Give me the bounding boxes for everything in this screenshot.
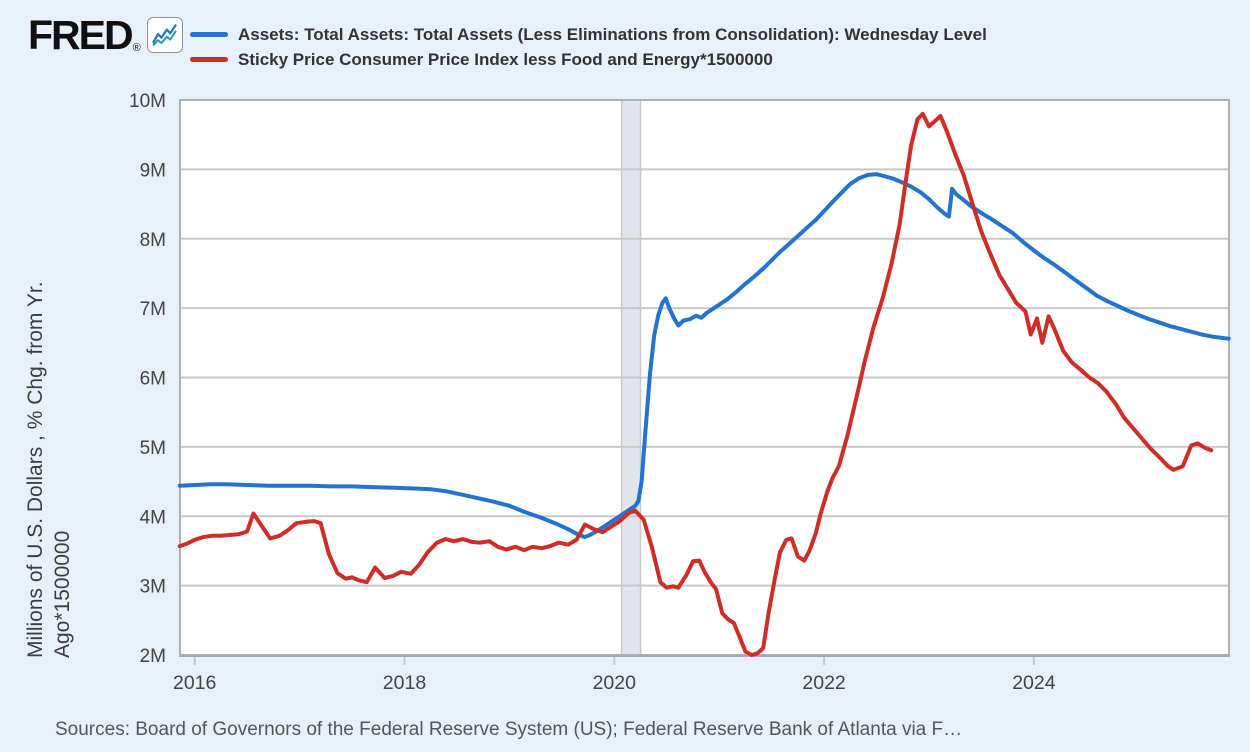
x-tick-label-2020: 2020 bbox=[593, 672, 637, 694]
x-tick-label-2016: 2016 bbox=[173, 672, 216, 694]
fred-line-chart-icon bbox=[146, 17, 183, 53]
y-axis-title-line2: Ago*1500000 bbox=[51, 530, 74, 658]
x-tick-label-2022: 2022 bbox=[802, 672, 845, 694]
x-tick-label-2018: 2018 bbox=[383, 672, 426, 694]
legend-row-sticky-cpi: Sticky Price Consumer Price Index less F… bbox=[190, 47, 987, 72]
y-tick-label-6M: 6M bbox=[140, 369, 166, 390]
legend-swatch-blue bbox=[190, 32, 228, 37]
legend-swatch-red bbox=[190, 57, 228, 62]
y-tick-label-8M: 8M bbox=[140, 230, 166, 251]
legend-label-assets: Assets: Total Assets: Total Assets (Less… bbox=[238, 24, 987, 44]
y-tick-label-4M: 4M bbox=[140, 507, 166, 528]
chart-legend: Assets: Total Assets: Total Assets (Less… bbox=[190, 22, 987, 72]
y-tick-label-2M: 2M bbox=[140, 646, 166, 667]
registered-trademark-symbol: ® bbox=[132, 42, 141, 54]
y-tick-label-10M: 10M bbox=[129, 91, 166, 112]
y-axis-title: Millions of U.S. Dollars , % Chg. from Y… bbox=[22, 98, 76, 658]
series-line-sticky-cpi bbox=[177, 111, 1214, 657]
y-tick-label-9M: 9M bbox=[140, 160, 166, 181]
legend-label-sticky-cpi: Sticky Price Consumer Price Index less F… bbox=[238, 49, 773, 69]
y-tick-label-5M: 5M bbox=[140, 438, 166, 459]
y-tick-label-3M: 3M bbox=[140, 577, 166, 598]
y-tick-label-7M: 7M bbox=[140, 299, 166, 320]
fred-logo-text: FRED bbox=[28, 12, 134, 58]
x-tick-label-2024: 2024 bbox=[1012, 672, 1056, 694]
legend-row-assets: Assets: Total Assets: Total Assets (Less… bbox=[190, 22, 987, 47]
y-axis-title-line1: Millions of U.S. Dollars , % Chg. from Y… bbox=[24, 281, 47, 658]
fred-logo: FRED ® bbox=[28, 12, 183, 58]
series-line-total-assets bbox=[177, 172, 1231, 540]
sources-text: Sources: Board of Governors of the Feder… bbox=[55, 719, 963, 740]
